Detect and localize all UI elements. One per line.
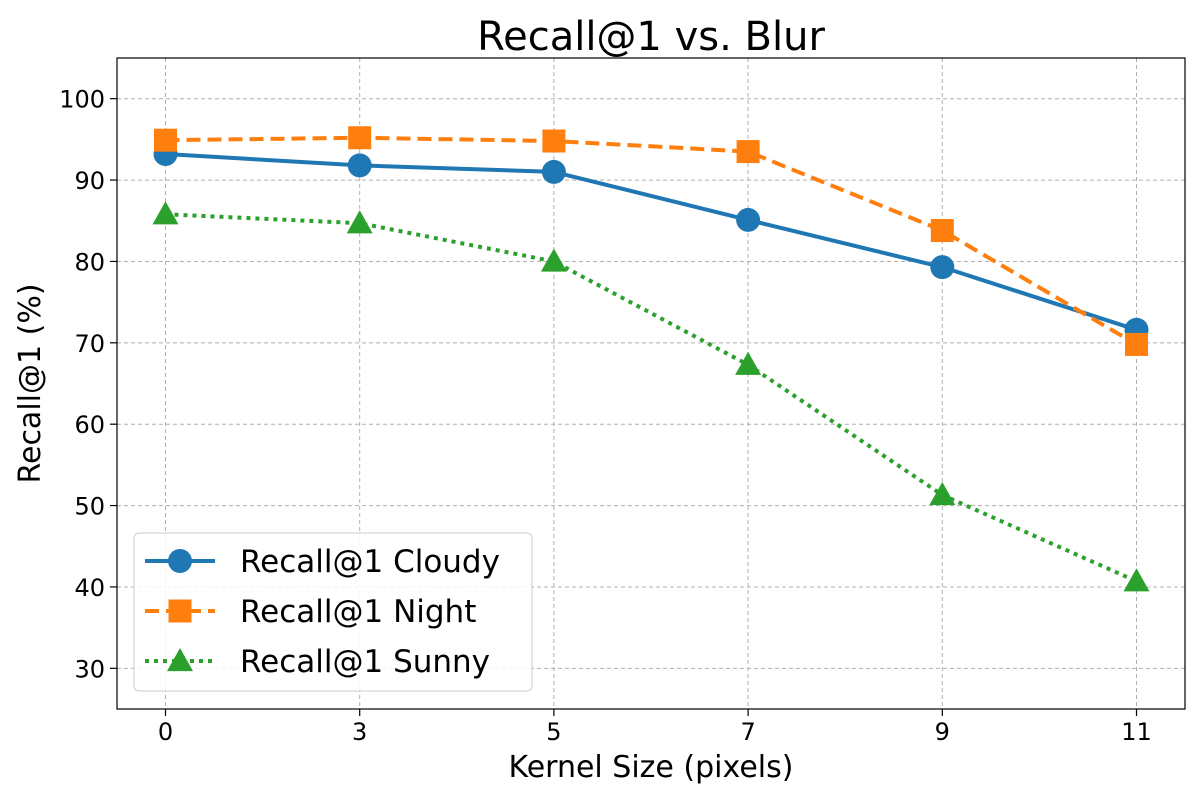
data-point-circle <box>930 255 955 280</box>
y-tick-label: 70 <box>74 330 105 358</box>
y-axis-label: Recall@1 (%) <box>13 283 48 483</box>
x-tick-label: 9 <box>935 718 950 746</box>
y-tick-label: 40 <box>74 574 105 602</box>
data-point-triangle <box>540 248 567 272</box>
chart-title: Recall@1 vs. Blur <box>477 14 825 60</box>
legend-box <box>133 532 533 692</box>
legend: Recall@1 Cloudy Recall@1 Night Recall@1 Su… <box>133 532 533 692</box>
legend-marker-square <box>168 599 192 623</box>
data-point-triangle <box>1123 568 1150 592</box>
legend-label: Recall@1 Sunny <box>240 644 490 680</box>
y-tick-label: 30 <box>74 655 105 683</box>
data-point-square <box>736 140 760 164</box>
data-point-circle <box>347 153 372 178</box>
x-tick-label: 3 <box>352 718 367 746</box>
legend-marker-circle <box>168 549 192 573</box>
series-triangle <box>152 201 1150 592</box>
data-point-square <box>1125 332 1148 356</box>
series-square <box>154 126 1148 356</box>
x-tick-label: 11 <box>1121 718 1152 746</box>
series-line <box>165 212 1138 584</box>
y-tick-label: 100 <box>59 86 105 114</box>
legend-marker-triangle <box>167 648 193 672</box>
y-tick-label: 90 <box>74 167 105 195</box>
data-point-square <box>542 129 566 153</box>
legend-label: Recall@1 Cloudy <box>240 544 500 580</box>
data-point-square <box>154 128 177 152</box>
data-point-square <box>930 219 954 243</box>
data-point-square <box>348 126 372 150</box>
plot-area-frame <box>116 57 1186 710</box>
series-lines <box>152 126 1150 592</box>
data-point-triangle <box>152 201 179 225</box>
data-point-circle <box>541 159 566 184</box>
y-tick-label: 80 <box>74 248 105 276</box>
grid-lines <box>117 58 1185 709</box>
x-tick-label: 5 <box>546 718 561 746</box>
series-line <box>165 152 1138 332</box>
series-circle <box>153 142 1149 342</box>
x-axis-label: Kernel Size (pixels) <box>509 750 794 785</box>
x-tick-label: 0 <box>158 718 173 746</box>
y-tick-label: 50 <box>74 493 105 521</box>
series-line <box>165 135 1138 347</box>
axis-ticks: 0 3 5 7 9 11 30 40 50 60 70 80 90 100 <box>59 86 1152 746</box>
legend-label: Recall@1 Night <box>240 594 476 630</box>
data-point-triangle <box>346 210 373 234</box>
data-point-triangle <box>735 351 762 375</box>
y-tick-label: 60 <box>74 411 105 439</box>
data-point-circle <box>736 207 761 232</box>
data-point-triangle <box>929 481 956 506</box>
x-tick-label: 7 <box>740 718 755 746</box>
